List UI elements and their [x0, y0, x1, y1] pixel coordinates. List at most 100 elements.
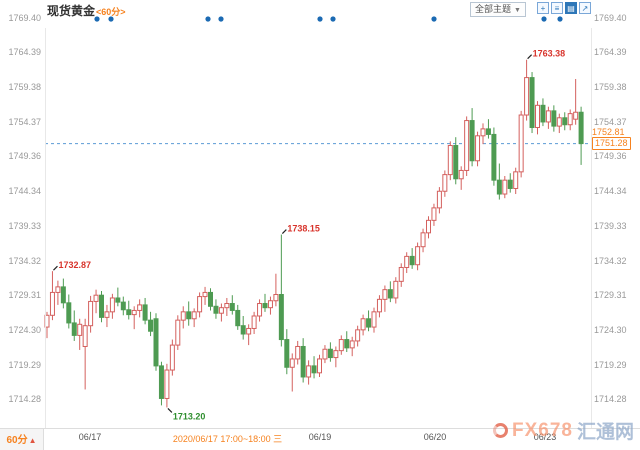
y-axis-label: 1729.31 [8, 290, 41, 301]
y-axis-label: 1744.34 [8, 186, 41, 197]
event-dot[interactable] [205, 16, 211, 22]
candle-body [295, 345, 301, 360]
candle-body [278, 294, 284, 341]
candle-body [202, 291, 208, 298]
candle-body [322, 348, 328, 360]
candle-body [213, 305, 219, 314]
y-axis-label: 1714.28 [594, 394, 627, 405]
candle-body [311, 365, 317, 374]
y-axis-label: 1729.31 [594, 290, 627, 301]
plot-right-border [591, 28, 592, 428]
candle-body [235, 309, 241, 327]
y-axis-label: 1764.39 [594, 47, 627, 58]
candle-body [344, 339, 350, 349]
candle-body [529, 77, 535, 128]
candle-body [420, 232, 426, 248]
themes-dropdown-label: 全部主题 [475, 4, 512, 14]
candle-body [480, 128, 486, 137]
period-tag: <60分> [96, 7, 126, 17]
candle-body [327, 348, 333, 359]
candle-body [55, 286, 61, 293]
annotation-marker [167, 408, 173, 413]
x-axis-line [0, 428, 640, 429]
candlestick-view-icon[interactable]: ▤ [565, 2, 577, 14]
candle-body [71, 322, 77, 336]
y-axis-label: 1734.32 [594, 255, 627, 266]
candle-body [545, 110, 551, 123]
y-axis-label: 1749.36 [594, 151, 627, 162]
event-dot[interactable] [218, 16, 224, 22]
chevron-down-icon: ▼ [514, 7, 521, 14]
candle-body [491, 133, 497, 181]
period-selector[interactable]: 60分▲ [0, 429, 44, 450]
candle-body [355, 329, 361, 342]
candle-body [99, 294, 104, 318]
candle-body [567, 113, 573, 126]
candle-body [387, 289, 393, 299]
candle-body [164, 369, 170, 399]
x-axis-label: 06/17 [78, 432, 102, 442]
candle-body [284, 339, 290, 368]
candle-body [513, 171, 519, 189]
event-dot[interactable] [108, 16, 114, 22]
annotation-marker [53, 265, 58, 271]
themes-dropdown[interactable]: 全部主题 ▼ [470, 2, 526, 17]
candle-body [229, 303, 235, 311]
price-annotation: 1732.87 [58, 260, 91, 270]
candle-body [485, 128, 491, 135]
period-selector-label: 60分 [6, 435, 28, 446]
candle-body [300, 345, 306, 378]
event-dot[interactable] [557, 16, 563, 22]
candle-body [431, 207, 437, 221]
y-axis-label: 1769.40 [8, 12, 41, 23]
candle-body [306, 365, 312, 378]
candle-body [142, 304, 148, 321]
candle-body [158, 365, 164, 399]
y-axis-label: 1754.37 [8, 116, 41, 127]
candle-body [436, 190, 442, 209]
y-axis-label: 1759.38 [594, 81, 627, 92]
event-dot[interactable] [330, 16, 336, 22]
event-dot[interactable] [541, 16, 547, 22]
candle-body [77, 323, 83, 336]
candle-body [404, 255, 410, 268]
candle-body [88, 300, 94, 327]
candle-body [180, 311, 186, 321]
candle-body [251, 315, 257, 329]
candle-body [469, 120, 475, 162]
y-axis-label: 1769.40 [594, 12, 627, 23]
y-axis-label: 1714.28 [8, 394, 41, 405]
y-axis-label: 1724.30 [594, 325, 627, 336]
candle-body [175, 319, 181, 346]
y-axis-label: 1754.37 [594, 116, 627, 127]
candle-body [333, 350, 339, 359]
add-indicator-icon[interactable]: + [537, 2, 549, 14]
candle-body [208, 291, 213, 307]
candle-body [502, 179, 508, 195]
candle-body [224, 303, 230, 309]
popout-window-icon[interactable]: ↗ [579, 2, 591, 14]
candle-body [578, 111, 584, 145]
candle-body [218, 307, 224, 314]
y-axis-label: 1719.29 [8, 359, 41, 370]
page-title: 现货黄金<60分> [47, 2, 126, 19]
candle-body [82, 325, 88, 347]
candle-body [66, 302, 72, 324]
candle-body [540, 104, 546, 123]
candle-body [409, 255, 415, 266]
y-axis-label: 1739.33 [594, 220, 627, 231]
candle-body [464, 120, 470, 171]
event-dot[interactable] [431, 16, 437, 22]
event-dot[interactable] [94, 16, 100, 22]
candle-body [246, 327, 252, 335]
candle-body [398, 266, 404, 282]
candle-body [573, 111, 579, 120]
y-axis-label: 1764.39 [8, 47, 41, 58]
candle-body [267, 300, 273, 309]
candle-body [556, 117, 562, 127]
list-view-icon[interactable]: ≡ [551, 2, 563, 14]
event-dot[interactable] [317, 16, 323, 22]
candle-body [317, 358, 322, 374]
candle-body [360, 318, 366, 331]
